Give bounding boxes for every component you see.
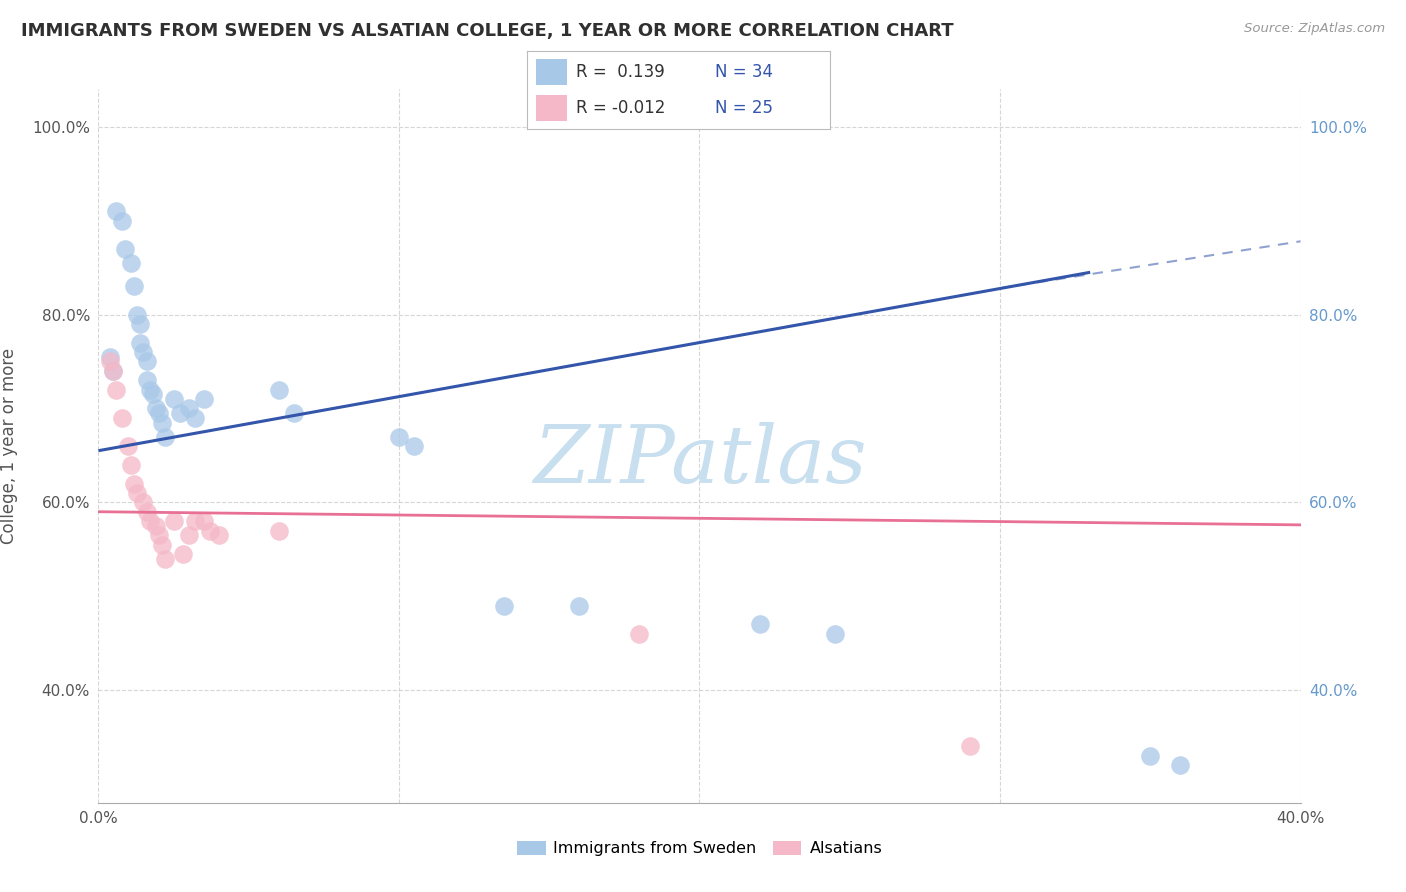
Point [628,627,651,641]
Point [138,383,160,397]
Point [145,518,167,533]
Point [748,617,770,632]
Point [145,401,167,416]
Point [150,416,173,430]
Point [1170,758,1192,772]
Point [135,505,157,519]
Point [208,528,231,542]
Point [124,279,146,293]
Point [129,317,152,331]
Point [111,213,134,227]
Point [959,739,981,754]
Point [141,387,163,401]
Point [100,350,122,364]
Point [824,627,846,641]
Point [105,383,128,397]
Point [267,383,290,397]
Point [148,528,170,542]
Point [129,335,152,350]
Legend: Immigrants from Sweden, Alsatians: Immigrants from Sweden, Alsatians [510,834,889,863]
Point [283,406,305,420]
Point [105,204,128,219]
Point [132,345,155,359]
Text: IMMIGRANTS FROM SWEDEN VS ALSATIAN COLLEGE, 1 YEAR OR MORE CORRELATION CHART: IMMIGRANTS FROM SWEDEN VS ALSATIAN COLLE… [21,22,953,40]
Point [153,429,176,443]
Point [103,364,125,378]
Point [127,486,149,500]
Text: ZIPatlas: ZIPatlas [533,422,866,499]
Text: N = 25: N = 25 [714,99,773,117]
Point [117,439,139,453]
Point [177,401,200,416]
Point [111,410,134,425]
Point [193,514,215,528]
Point [198,524,221,538]
Point [193,392,215,406]
Point [127,308,149,322]
Point [138,514,160,528]
Point [402,439,425,453]
Point [494,599,516,613]
Text: R =  0.139: R = 0.139 [575,63,665,81]
Point [150,538,173,552]
Point [121,256,143,270]
Point [388,429,411,443]
Point [162,514,184,528]
Point [172,547,194,561]
Point [183,514,205,528]
Point [1139,748,1161,763]
Point [135,373,157,387]
Point [132,495,155,509]
Point [183,410,205,425]
Text: R = -0.012: R = -0.012 [575,99,665,117]
Y-axis label: College, 1 year or more: College, 1 year or more [0,348,18,544]
Point [162,392,184,406]
Point [114,242,136,256]
Text: N = 34: N = 34 [714,63,773,81]
Point [124,476,146,491]
Point [177,528,200,542]
Point [267,524,290,538]
Bar [536,59,567,86]
Point [568,599,591,613]
Bar [536,95,567,121]
Point [121,458,143,472]
Point [148,406,170,420]
Text: Source: ZipAtlas.com: Source: ZipAtlas.com [1244,22,1385,36]
Point [100,354,122,368]
Point [135,354,157,368]
Point [103,364,125,378]
Point [169,406,191,420]
Point [153,551,176,566]
